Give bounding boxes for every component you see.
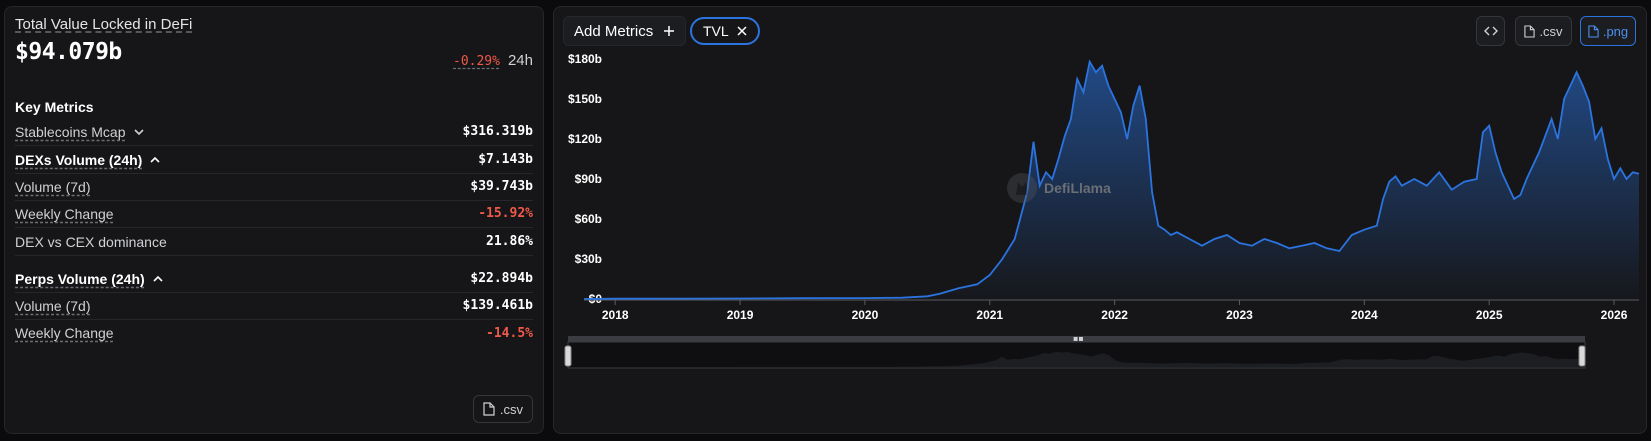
x-tick-label: 2018 — [602, 308, 629, 322]
watermark: DefiLlama — [1007, 173, 1111, 203]
y-tick-label: $180b — [568, 52, 602, 66]
code-icon — [1483, 26, 1498, 36]
y-axis: $0$30b$60b$90b$120b$150b$180b — [568, 52, 602, 306]
range-slider-track-top — [568, 336, 1585, 342]
y-tick-label: $150b — [568, 92, 602, 106]
range-slider[interactable]: ▪▪ — [564, 334, 1586, 369]
metric-value: $22.894b — [470, 271, 533, 286]
metric-row-perps-volume[interactable]: Perps Volume (24h) $22.894b — [15, 265, 533, 293]
metric-value: $7.143b — [478, 152, 533, 167]
file-icon — [1524, 24, 1536, 38]
x-axis: 2018 2019 2020 2021 2022 2023 2024 2025 2026 — [584, 299, 1639, 322]
tvl-summary-panel: Total Value Locked in DeFi $94.079b -0.2… — [4, 6, 544, 434]
embed-button[interactable] — [1476, 16, 1505, 46]
chart-panel: Add Metrics TVL .csv .png $0 $30b $60b $90b… — [553, 6, 1647, 434]
watermark-text: DefiLlama — [1044, 180, 1111, 196]
y-tick-label: $90b — [575, 172, 602, 186]
metric-label: DEX vs CEX dominance — [15, 233, 167, 250]
x-tick-label: 2020 — [852, 308, 879, 322]
metric-row-perps-volume-7d: Volume (7d) $139.461b — [15, 292, 533, 320]
metric-label: Perps Volume (24h) — [15, 270, 145, 287]
x-tick-label: 2019 — [727, 308, 754, 322]
metric-label: Weekly Change — [15, 205, 114, 222]
tvl-area — [584, 61, 1639, 300]
csv-label: .csv — [499, 401, 523, 417]
tvl-title: Total Value Locked in DeFi — [15, 16, 193, 33]
metric-value: $139.461b — [462, 298, 533, 313]
metric-label: Volume (7d) — [15, 178, 91, 195]
file-icon — [483, 402, 495, 416]
chart-png-button[interactable]: .png — [1580, 16, 1636, 46]
metric-value: -15.92% — [478, 206, 533, 221]
metric-row-dex-volume[interactable]: DEXs Volume (24h) $7.143b — [15, 146, 533, 174]
tvl-change-period: 24h — [507, 52, 533, 69]
image-file-icon — [1588, 24, 1599, 38]
metric-row-dex-weekly-change: Weekly Change -15.92% — [15, 200, 533, 228]
range-slider-right-handle[interactable] — [1578, 345, 1586, 367]
x-tick-label: 2022 — [1101, 308, 1128, 322]
chart-png-label: .png — [1602, 23, 1629, 39]
metric-value: $39.743b — [470, 179, 533, 194]
metric-label: Volume (7d) — [15, 297, 91, 314]
metric-row-stablecoins[interactable]: Stablecoins Mcap $316.319b — [15, 118, 533, 146]
chevron-down-icon[interactable] — [132, 125, 146, 139]
tvl-line — [583, 59, 1640, 300]
range-slider-left-handle[interactable] — [564, 345, 572, 367]
metric-value: -14.5% — [486, 325, 533, 341]
metric-label: Weekly Change — [15, 325, 114, 341]
y-tick-label: $60b — [575, 212, 602, 226]
metric-label: Stablecoins Mcap — [15, 123, 126, 140]
metric-chip-tvl[interactable]: TVL — [690, 17, 760, 45]
range-slider-preview — [571, 351, 1582, 367]
x-tick-label: 2025 — [1476, 308, 1503, 322]
metric-value: $316.319b — [462, 124, 533, 139]
key-metrics-title: Key Metrics — [15, 99, 94, 115]
metric-row-dex-cex-dominance: DEX vs CEX dominance 21.86% — [15, 228, 533, 256]
add-metrics-button[interactable]: Add Metrics — [563, 16, 687, 46]
tvl-change: -0.29% 24h — [453, 52, 533, 69]
metric-row-perps-weekly-change: Weekly Change -14.5% — [15, 319, 533, 347]
tvl-chart[interactable]: $0$30b$60b$90b$120b$150b$180b 2018 2019 20… — [554, 7, 1646, 433]
x-tick-label: 2026 — [1601, 308, 1628, 322]
y-tick-label: $30b — [575, 252, 602, 266]
chart-csv-button[interactable]: .csv — [1515, 16, 1572, 46]
x-tick-label: 2021 — [976, 308, 1003, 322]
tvl-value: $94.079b — [15, 39, 122, 65]
chevron-up-icon[interactable] — [148, 153, 162, 167]
metric-label: DEXs Volume (24h) — [15, 151, 143, 168]
x-tick-label: 2023 — [1226, 308, 1253, 322]
metric-value: 21.86% — [486, 234, 533, 249]
tvl-change-value: -0.29% — [453, 54, 500, 69]
add-metrics-label: Add Metrics — [574, 22, 654, 40]
chart-csv-label: .csv — [1539, 23, 1563, 39]
y-tick-label: $120b — [568, 132, 602, 146]
metric-row-dex-volume-7d: Volume (7d) $39.743b — [15, 173, 533, 201]
metric-chip-label: TVL — [703, 23, 729, 39]
chevron-up-icon[interactable] — [151, 272, 165, 286]
llama-logo-icon — [1007, 173, 1037, 203]
plus-icon — [664, 26, 675, 36]
x-tick-label: 2024 — [1351, 308, 1378, 322]
close-icon[interactable] — [737, 26, 747, 36]
drag-grip-icon[interactable]: ▪▪ — [1073, 334, 1084, 343]
download-csv-button[interactable]: .csv — [472, 395, 533, 423]
